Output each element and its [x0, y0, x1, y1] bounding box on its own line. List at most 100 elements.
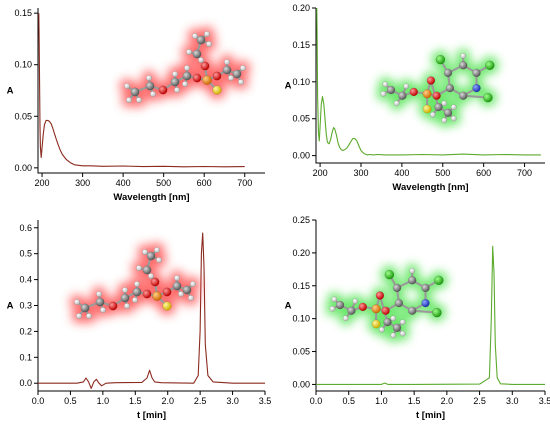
atom: [170, 77, 180, 87]
atom: [392, 323, 402, 332]
atom: [435, 54, 446, 65]
atom: [331, 296, 338, 303]
y-tick-label: 0.15: [292, 40, 310, 50]
x-tick-label: 1.0: [375, 396, 388, 406]
atom: [383, 317, 392, 327]
atom: [381, 306, 390, 315]
x-tick-label: 0.0: [32, 396, 45, 406]
y-tick-label: 0.10: [14, 60, 32, 70]
atom: [86, 312, 93, 319]
atom: [192, 73, 202, 83]
x-tick-label: 0.5: [342, 396, 355, 406]
y-tick-label: 0.15: [292, 281, 310, 291]
atom: [100, 306, 107, 313]
molecule-illustration-2: [376, 48, 499, 128]
atom: [145, 81, 155, 91]
atom: [393, 100, 400, 107]
atom: [421, 298, 430, 308]
x-tick-label: 2.5: [194, 396, 207, 406]
atom: [390, 332, 397, 339]
atom: [192, 49, 202, 59]
atom: [182, 285, 192, 295]
atom: [371, 319, 381, 329]
x-tick-label: 600: [197, 178, 212, 188]
atom: [228, 74, 235, 81]
atom: [386, 85, 396, 95]
axes-frame: [315, 8, 545, 164]
atom: [124, 302, 130, 309]
series-line: [38, 13, 245, 168]
y-tick-label: 0.00: [292, 151, 310, 161]
x-axis-label: Wavelength [nm]: [113, 192, 189, 203]
molecule-illustration-3: [69, 242, 201, 324]
x-tick-label: 400: [116, 178, 131, 188]
y-tick-label: 0.00: [14, 163, 32, 173]
atom: [122, 286, 128, 293]
x-axis-label: t [min]: [137, 410, 166, 421]
atom: [76, 312, 83, 319]
atom: [443, 68, 453, 78]
atom: [390, 315, 397, 322]
atom: [142, 265, 152, 275]
x-tick-label: 700: [237, 178, 252, 188]
uv-spectrum-panel-2: 200 300 400 500 600 700 0.00 0.05 0.10 0.15 0.20 Wa…: [285, 3, 545, 193]
atom: [185, 49, 192, 56]
atom: [126, 96, 133, 103]
series-line: [316, 245, 545, 385]
x-tick-label: 400: [394, 168, 409, 178]
atom: [409, 267, 416, 274]
atom: [192, 33, 199, 40]
atom: [142, 249, 149, 256]
atom: [202, 75, 212, 85]
atom: [459, 91, 468, 100]
atom: [342, 315, 349, 322]
x-tick-label: 300: [75, 178, 90, 188]
atom: [154, 247, 161, 254]
atom: [181, 81, 188, 87]
atom: [150, 90, 157, 97]
y-tick-label: 0.1: [19, 352, 32, 362]
chromatogram-panel-2: 0.0 0.5 1.0 1.5 2.0 2.5 3.0 3.5 0.00 0.05 0.10 0.15…: [285, 215, 550, 421]
y-tick-label: 0.6: [19, 223, 32, 233]
atom: [409, 87, 418, 97]
atom: [408, 306, 417, 315]
atom: [441, 100, 448, 107]
y-tick-label: 0.20: [292, 248, 310, 258]
x-tick-label: 2.0: [441, 396, 454, 406]
atom: [426, 76, 436, 85]
atom: [136, 96, 143, 103]
y-tick-label: 0.00: [292, 379, 310, 389]
atom: [358, 302, 367, 312]
atom: [183, 65, 190, 72]
atom: [108, 301, 118, 311]
molecule-illustration-4: [325, 263, 448, 343]
atom: [378, 326, 385, 333]
x-tick-label: 0.5: [64, 396, 77, 406]
atom: [96, 290, 103, 297]
y-tick-label: 0.20: [292, 3, 310, 13]
atom: [403, 83, 410, 90]
atom: [445, 83, 455, 93]
atom: [432, 307, 442, 318]
atom: [460, 52, 467, 59]
series-line: [316, 7, 541, 156]
atom: [232, 69, 242, 79]
atom: [95, 297, 105, 307]
x-tick-label: 3.5: [259, 396, 272, 406]
atom: [483, 92, 493, 103]
atom: [148, 273, 155, 280]
y-axis-label: A: [7, 301, 14, 312]
atom: [380, 90, 387, 97]
x-tick-label: 200: [313, 168, 328, 178]
atom: [200, 61, 210, 71]
x-tick-label: 0.0: [310, 396, 323, 406]
y-tick-label: 0.10: [292, 77, 310, 87]
x-tick-label: 2.5: [473, 396, 486, 406]
y-tick-label: 0.05: [292, 347, 310, 357]
series-line: [38, 232, 265, 389]
atom: [450, 115, 457, 122]
atom: [421, 283, 430, 293]
x-tick-label: 3.0: [506, 396, 519, 406]
x-tick-label: 1.5: [129, 396, 142, 406]
y-axis-label: A: [285, 301, 292, 312]
